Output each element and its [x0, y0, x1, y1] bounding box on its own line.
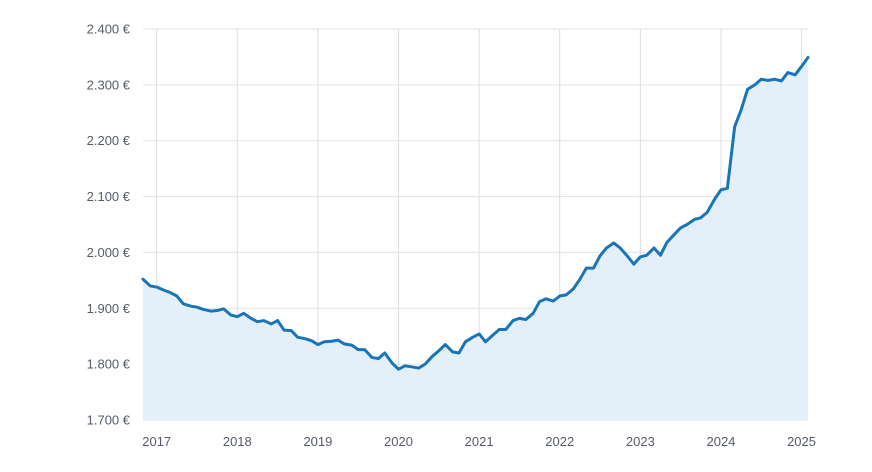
x-tick-label: 2024	[706, 434, 735, 449]
area-fill	[143, 57, 808, 421]
y-tick-label: 2.400 €	[87, 22, 131, 37]
y-tick-label: 2.000 €	[87, 245, 131, 260]
x-axis-labels: 2017 2018 2019 2020 2021 2022 2023 2024 2025	[142, 434, 816, 449]
x-tick-label: 2021	[465, 434, 494, 449]
x-tick-label: 2017	[142, 434, 171, 449]
y-tick-label: 2.200 €	[87, 133, 131, 148]
x-tick-label: 2022	[545, 434, 574, 449]
y-tick-label: 1.700 €	[87, 413, 131, 428]
y-tick-label: 2.300 €	[87, 77, 131, 92]
x-tick-label: 2023	[626, 434, 655, 449]
x-tick-label: 2025	[787, 434, 816, 449]
y-tick-label: 1.800 €	[87, 357, 131, 372]
series-line	[141, 55, 810, 371]
x-tick-label: 2018	[223, 434, 252, 449]
x-tick-label: 2019	[303, 434, 332, 449]
y-tick-label: 2.100 €	[87, 189, 131, 204]
y-axis-labels: 1.700 € 1.800 € 1.900 € 2.000 € 2.100 € 2.200…	[87, 22, 131, 428]
y-tick-label: 1.900 €	[87, 301, 131, 316]
x-tick-label: 2020	[384, 434, 413, 449]
